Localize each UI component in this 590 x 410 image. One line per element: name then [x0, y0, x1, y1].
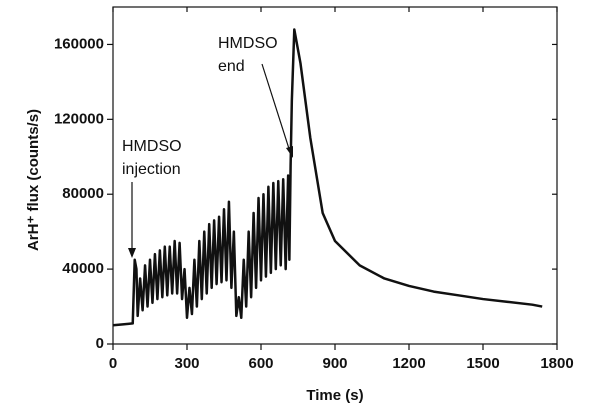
- y-axis-label: ArH⁺ flux (counts/s): [25, 109, 42, 251]
- annotation: end: [218, 58, 245, 75]
- data-line: [112, 28, 543, 327]
- y-tick-label: 0: [96, 335, 104, 352]
- x-tick-label: 1800: [540, 355, 573, 372]
- x-tick-label: 900: [322, 355, 347, 372]
- x-tick-label: 1200: [392, 355, 425, 372]
- y-tick-label: 120000: [54, 110, 104, 127]
- x-tick-label: 0: [109, 355, 117, 372]
- y-tick-label: 40000: [62, 260, 104, 277]
- x-axis-label: Time (s): [306, 387, 363, 404]
- y-tick-label: 80000: [62, 185, 104, 202]
- annotation-arrow: [261, 63, 292, 156]
- y-tick-label: 160000: [54, 35, 104, 52]
- x-tick-label: 300: [174, 355, 199, 372]
- annotation: HMDSO: [122, 138, 182, 155]
- annotation: injection: [122, 161, 181, 178]
- arrow-head: [128, 248, 136, 258]
- x-tick-label: 600: [248, 355, 273, 372]
- annotation: HMDSO: [218, 35, 278, 52]
- x-tick-label: 1500: [466, 355, 499, 372]
